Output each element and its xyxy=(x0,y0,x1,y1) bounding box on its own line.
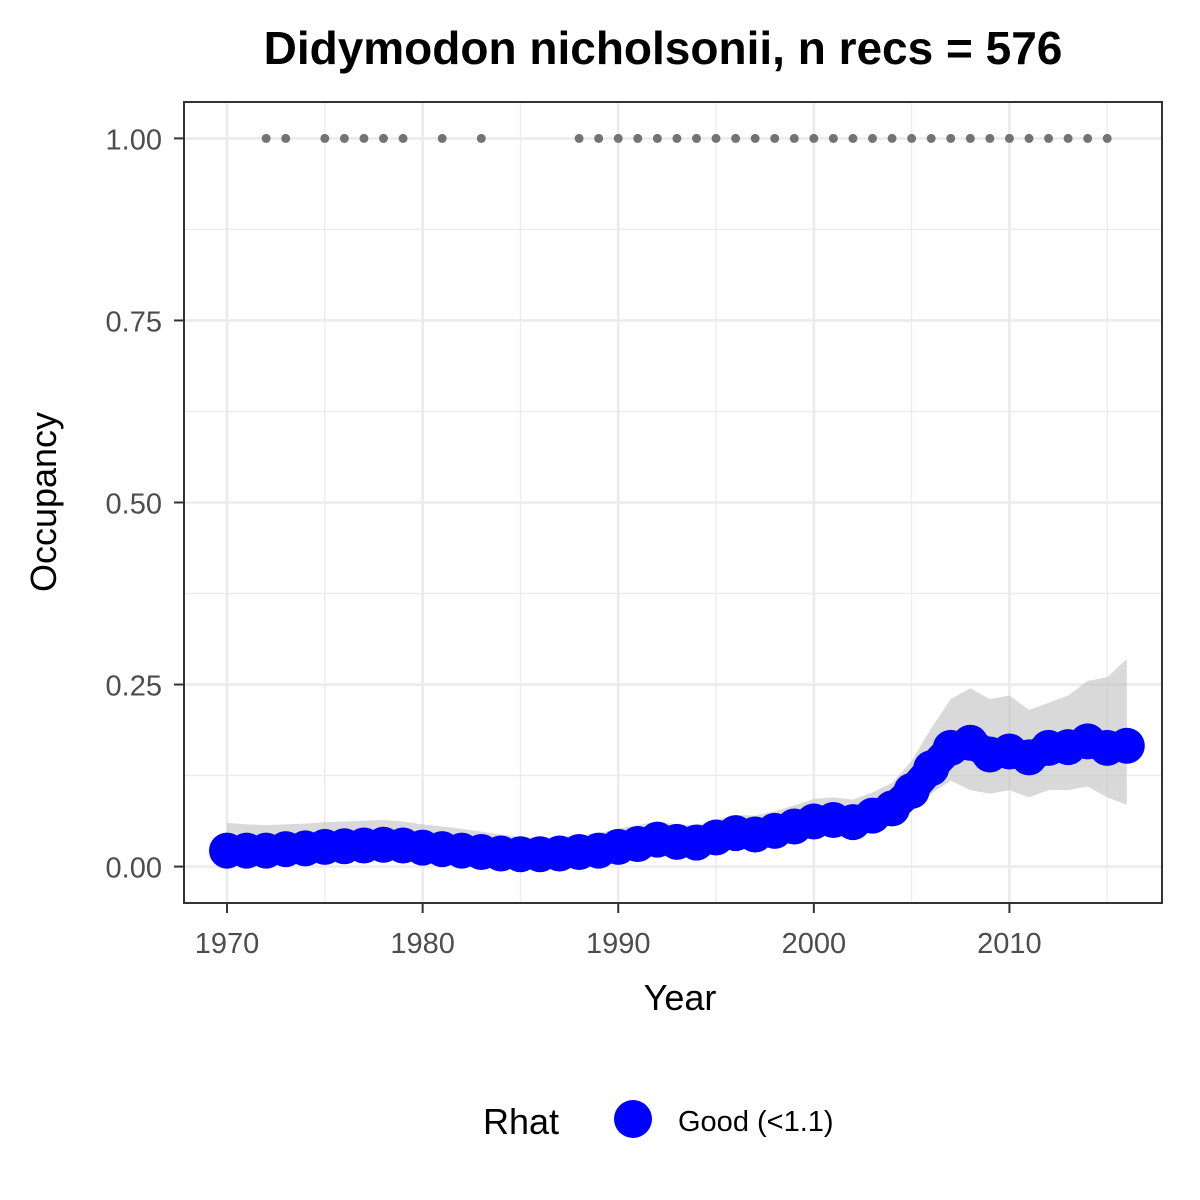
record-point xyxy=(477,134,486,143)
y-tick-label: 0.75 xyxy=(106,306,162,338)
record-point xyxy=(927,134,936,143)
record-point xyxy=(868,134,877,143)
y-axis-title: Occupancy xyxy=(23,412,64,592)
record-point xyxy=(751,134,760,143)
record-point xyxy=(320,134,329,143)
record-point xyxy=(633,134,642,143)
record-point xyxy=(438,134,447,143)
record-point xyxy=(1044,134,1053,143)
record-point xyxy=(653,134,662,143)
record-point xyxy=(907,134,916,143)
y-tick-label: 0.50 xyxy=(106,489,162,521)
record-point xyxy=(262,134,271,143)
record-point xyxy=(614,134,623,143)
record-point xyxy=(829,134,838,143)
y-tick-label: 0.00 xyxy=(106,853,162,885)
legend-key-good xyxy=(614,1100,652,1138)
x-tick-label: 2010 xyxy=(977,928,1042,960)
legend-title: Rhat xyxy=(483,1101,559,1142)
record-point xyxy=(281,134,290,143)
occupancy-point xyxy=(1109,728,1145,764)
record-point xyxy=(1005,134,1014,143)
record-point xyxy=(809,134,818,143)
record-point xyxy=(1064,134,1073,143)
record-point xyxy=(712,134,721,143)
record-point xyxy=(1024,134,1033,143)
legend-label-good: Good (<1.1) xyxy=(678,1106,834,1138)
record-point xyxy=(399,134,408,143)
record-point xyxy=(575,134,584,143)
record-point xyxy=(692,134,701,143)
x-tick-label: 2000 xyxy=(782,928,847,960)
x-tick-label: 1970 xyxy=(195,928,260,960)
record-point xyxy=(1083,134,1092,143)
x-tick-label: 1990 xyxy=(586,928,651,960)
record-point xyxy=(946,134,955,143)
x-tick-label: 1980 xyxy=(390,928,455,960)
record-point xyxy=(731,134,740,143)
y-tick-label: 0.25 xyxy=(106,671,162,703)
record-point xyxy=(848,134,857,143)
x-axis-title: Year xyxy=(644,977,717,1018)
record-point xyxy=(379,134,388,143)
record-point xyxy=(790,134,799,143)
record-point xyxy=(966,134,975,143)
chart-title: Didymodon nicholsonii, n recs = 576 xyxy=(264,22,1063,74)
record-point xyxy=(770,134,779,143)
record-point xyxy=(1103,134,1112,143)
record-point xyxy=(888,134,897,143)
record-point xyxy=(672,134,681,143)
record-point xyxy=(359,134,368,143)
record-point xyxy=(985,134,994,143)
record-point xyxy=(340,134,349,143)
record-point xyxy=(594,134,603,143)
y-tick-label: 1.00 xyxy=(106,124,162,156)
